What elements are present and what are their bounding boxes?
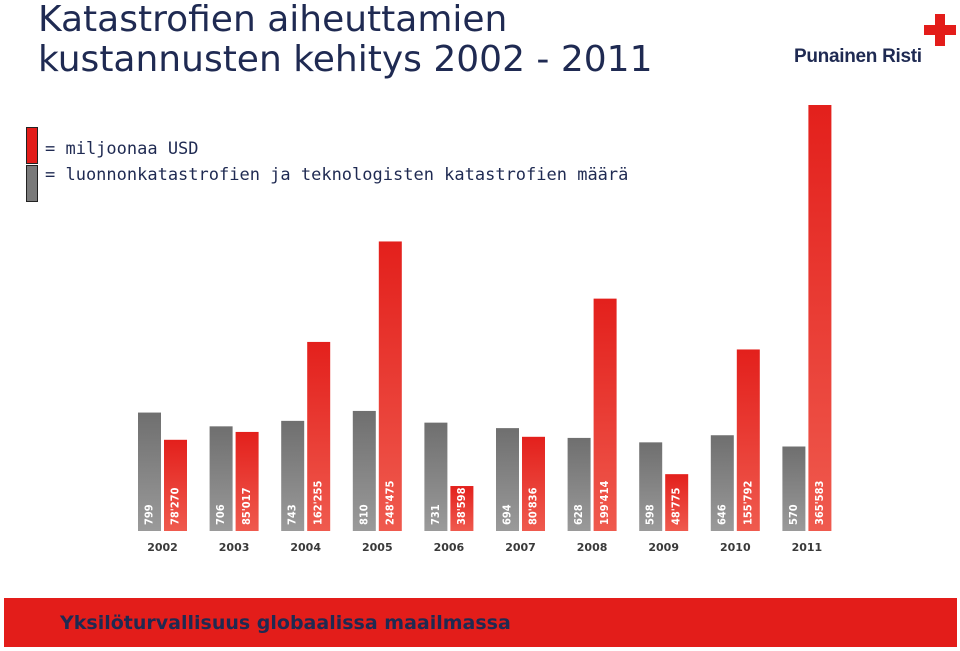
label-usd-2002: 78'270 bbox=[169, 487, 182, 525]
bar-count-2002 bbox=[138, 412, 161, 531]
bar-usd-2006 bbox=[450, 486, 474, 531]
year-label-2006: 2006 bbox=[434, 541, 465, 554]
year-label-2010: 2010 bbox=[720, 541, 751, 554]
label-usd-2009: 48'775 bbox=[670, 487, 683, 525]
bar-count-2003 bbox=[209, 426, 233, 531]
bar-usd-2008 bbox=[593, 298, 617, 531]
year-label-2009: 2009 bbox=[648, 541, 679, 554]
label-usd-2006: 38'598 bbox=[455, 487, 468, 525]
bar-chart: 799 78'270 2002 706 85'017 2003 743 162'255 2004… bbox=[138, 105, 832, 554]
red-cross-icon bbox=[924, 14, 956, 46]
footer-bar: Yksilöturvallisuus globaalissa maailmass… bbox=[4, 598, 957, 647]
label-usd-2004: 162'255 bbox=[312, 481, 325, 525]
bar-usd-2009 bbox=[665, 474, 689, 531]
label-count-2002: 799 bbox=[143, 504, 156, 525]
label-usd-2007: 80'836 bbox=[527, 487, 540, 525]
year-label-2008: 2008 bbox=[577, 541, 608, 554]
label-count-2007: 694 bbox=[501, 504, 514, 525]
legend-swatch-red bbox=[26, 127, 38, 164]
label-usd-2011: 365'583 bbox=[813, 481, 826, 525]
bar-count-2010 bbox=[710, 435, 734, 531]
year-label-2004: 2004 bbox=[290, 541, 321, 554]
label-count-2006: 731 bbox=[429, 504, 442, 525]
year-label-2005: 2005 bbox=[362, 541, 393, 554]
label-count-2004: 743 bbox=[286, 504, 299, 525]
label-count-2005: 810 bbox=[357, 504, 370, 525]
year-label-2002: 2002 bbox=[147, 541, 178, 554]
legend-label-count: = luonnonkatastrofien ja teknologisten k… bbox=[45, 165, 629, 185]
label-usd-2010: 155'792 bbox=[741, 481, 754, 525]
bar-count-2004 bbox=[281, 420, 305, 531]
year-label-2007: 2007 bbox=[505, 541, 536, 554]
bars-group: 799 78'270 2002 706 85'017 2003 743 162'255 2004… bbox=[138, 105, 832, 554]
bar-usd-2004 bbox=[307, 341, 331, 531]
bar-count-2008 bbox=[567, 437, 591, 531]
label-count-2008: 628 bbox=[572, 504, 585, 525]
bar-usd-2007 bbox=[522, 436, 545, 531]
bar-usd-2005 bbox=[378, 241, 402, 532]
bar-count-2005 bbox=[352, 410, 376, 531]
logo-text: Punainen Risti bbox=[794, 46, 922, 67]
year-label-2003: 2003 bbox=[219, 541, 250, 554]
label-usd-2008: 199'414 bbox=[598, 481, 611, 525]
title-line-1: Katastrofien aiheuttamien bbox=[38, 0, 508, 40]
bar-usd-2011 bbox=[808, 105, 832, 531]
legend-label-usd: = miljoonaa USD bbox=[45, 139, 199, 159]
bar-count-2009 bbox=[639, 442, 663, 531]
year-label-2011: 2011 bbox=[792, 541, 823, 554]
bar-usd-2010 bbox=[736, 349, 760, 531]
label-usd-2005: 248'475 bbox=[383, 481, 396, 525]
label-count-2009: 598 bbox=[644, 504, 657, 525]
bar-count-2007 bbox=[496, 428, 519, 531]
footer-text: Yksilöturvallisuus globaalissa maailmass… bbox=[60, 612, 511, 634]
bar-count-2011 bbox=[782, 446, 806, 531]
bar-count-2006 bbox=[424, 422, 448, 531]
bar-usd-2003 bbox=[235, 431, 259, 531]
legend-swatch-gray bbox=[26, 165, 38, 202]
label-count-2003: 706 bbox=[214, 504, 227, 525]
label-count-2010: 646 bbox=[715, 504, 728, 525]
page-title: Katastrofien aiheuttamien kustannusten k… bbox=[38, 0, 652, 80]
label-usd-2003: 85'017 bbox=[240, 487, 253, 525]
title-line-2: kustannusten kehitys 2002 - 2011 bbox=[38, 39, 653, 80]
bar-usd-2002 bbox=[164, 439, 187, 531]
punainen-risti-logo: Punainen Risti bbox=[792, 14, 960, 70]
label-count-2011: 570 bbox=[787, 504, 800, 525]
